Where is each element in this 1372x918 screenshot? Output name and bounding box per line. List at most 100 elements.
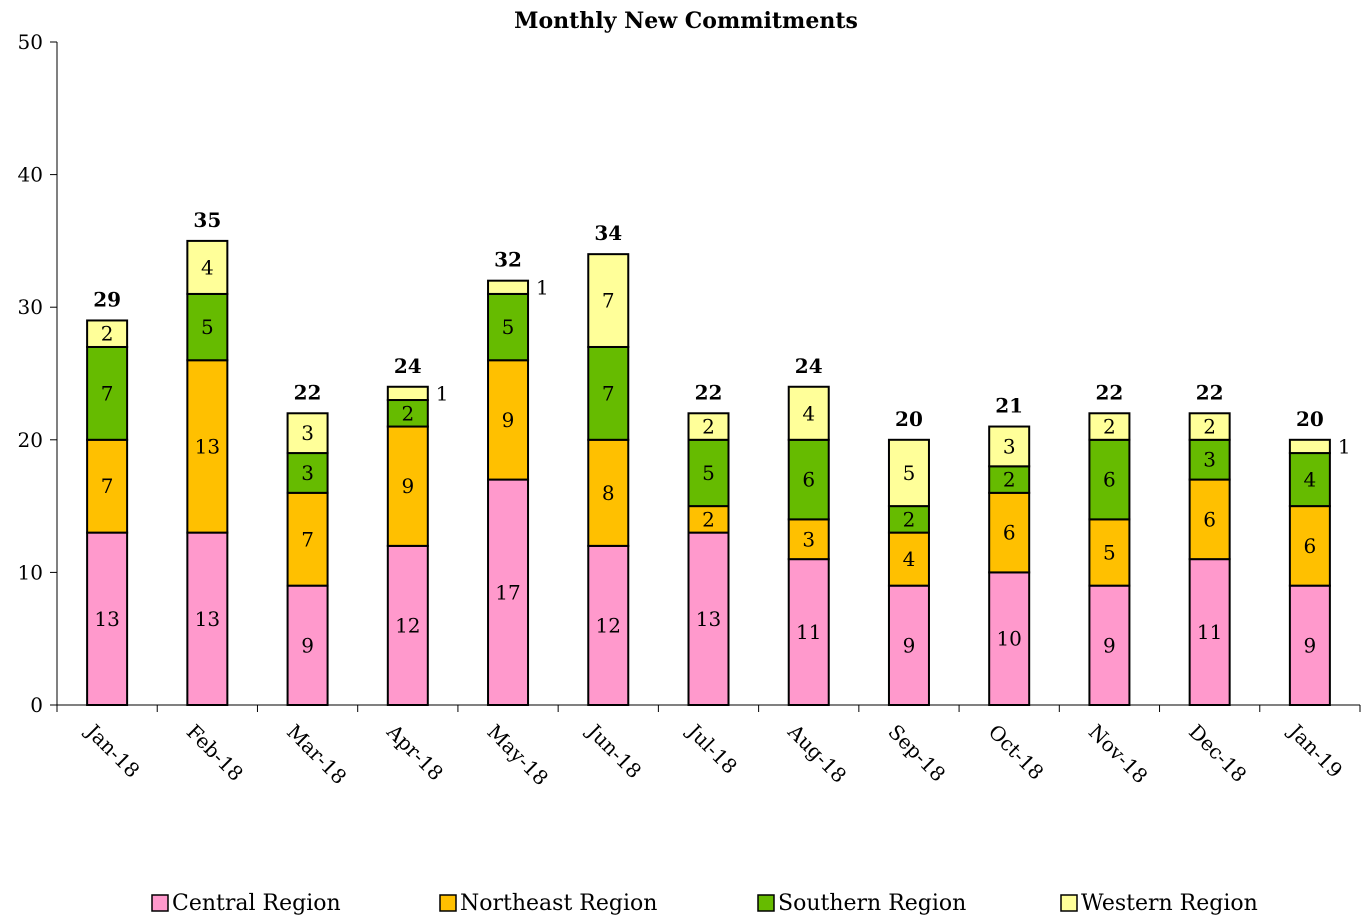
segment-label: 2 [903,507,916,531]
segment-label: 1 [436,381,449,405]
total-label: 24 [795,354,823,378]
legend-swatch [1061,895,1077,911]
segment-label: 9 [1304,633,1317,657]
total-label: 34 [594,221,622,245]
chart-title: Monthly New Commitments [514,8,858,34]
segment-label: 6 [1003,521,1016,545]
segment-label: 1 [1338,434,1351,458]
legend: Central Region Northeast Region Southern R… [152,891,1258,916]
total-label: 35 [193,208,221,232]
x-tick-label: Jan-19 [1283,718,1347,782]
total-label: 29 [93,287,121,311]
segment-label: 9 [301,633,314,657]
segment-label: 2 [1203,415,1216,439]
total-label: 22 [1096,380,1124,404]
total-label: 22 [294,380,322,404]
total-label: 20 [895,407,923,431]
bar-segment [488,281,528,294]
segment-label: 5 [903,461,916,485]
legend-label: Central Region [172,891,341,916]
legend-item: Northeast Region [440,891,657,916]
legend-item: Central Region [152,891,341,916]
segment-label: 6 [1103,468,1116,492]
segment-label: 7 [101,474,114,498]
total-label: 22 [1196,380,1224,404]
segment-label: 4 [201,255,214,279]
legend-item: Western Region [1061,891,1258,916]
x-tick-label: Nov-18 [1084,720,1153,789]
segment-label: 12 [596,613,621,637]
x-tick-label: Apr-18 [382,719,448,785]
legend-label: Northeast Region [460,891,657,916]
segment-label: 3 [301,421,314,445]
segment-label: 9 [502,408,515,432]
segment-label: 6 [1304,534,1317,558]
segment-label: 6 [1203,507,1216,531]
total-label: 24 [394,354,422,378]
segment-label: 4 [802,401,815,425]
segment-label: 3 [1003,434,1016,458]
segment-label: 3 [802,527,815,551]
segment-label: 4 [903,547,916,571]
segment-label: 13 [94,607,119,631]
y-tick-label: 20 [18,428,43,452]
segment-label: 5 [1103,541,1116,565]
legend-label: Western Region [1081,891,1258,916]
segment-label: 5 [201,315,214,339]
bar-segment [1290,440,1330,453]
x-tick-label: Mar-18 [282,720,351,789]
segment-label: 13 [195,607,220,631]
segment-label: 11 [796,620,821,644]
segment-label: 2 [1003,468,1016,492]
x-tick-label: Jan-18 [80,718,144,782]
segment-label: 9 [903,633,916,657]
total-label: 21 [995,394,1023,418]
segment-label: 5 [502,315,515,339]
segment-label: 2 [401,401,414,425]
segment-label: 11 [1197,620,1222,644]
segment-label: 2 [1103,415,1116,439]
x-tick-label: Sep-18 [883,720,950,787]
y-tick-label: 50 [18,30,43,54]
segment-label: 9 [1103,633,1116,657]
segment-label: 7 [301,527,314,551]
segment-label: 6 [802,468,815,492]
x-tick-label: May-18 [483,720,554,791]
segment-label: 17 [495,580,520,604]
segment-label: 7 [101,381,114,405]
y-tick-label: 0 [30,693,43,717]
x-tick-label: Dec-18 [1184,720,1251,787]
segment-label: 7 [602,381,615,405]
legend-swatch [758,895,774,911]
x-tick-label: Feb-18 [182,720,248,786]
segment-label: 2 [101,322,114,346]
segment-label: 2 [702,415,715,439]
segment-label: 5 [702,461,715,485]
segment-label: 10 [996,627,1021,651]
y-tick-label: 30 [18,295,43,319]
legend-item: Southern Region [758,891,966,916]
total-label: 32 [494,248,522,272]
total-label: 22 [695,380,723,404]
x-tick-label: Jun-18 [581,718,646,783]
segment-label: 12 [395,613,420,637]
segment-label: 4 [1304,468,1317,492]
segment-label: 9 [401,474,414,498]
x-tick-label: Oct-18 [984,720,1049,785]
segment-label: 3 [301,461,314,485]
segment-label: 7 [602,289,615,313]
segment-label: 1 [536,275,549,299]
total-label: 20 [1296,407,1324,431]
legend-swatch [152,895,168,911]
segment-label: 13 [696,607,721,631]
segment-label: 8 [602,481,615,505]
y-tick-label: 10 [18,560,43,584]
x-tick-label: Jul-18 [682,718,742,778]
segment-label: 13 [195,434,220,458]
segment-label: 2 [702,507,715,531]
bar-segment [388,387,428,400]
segment-label: 3 [1203,448,1216,472]
y-tick-label: 40 [18,163,43,187]
legend-label: Southern Region [778,891,966,916]
